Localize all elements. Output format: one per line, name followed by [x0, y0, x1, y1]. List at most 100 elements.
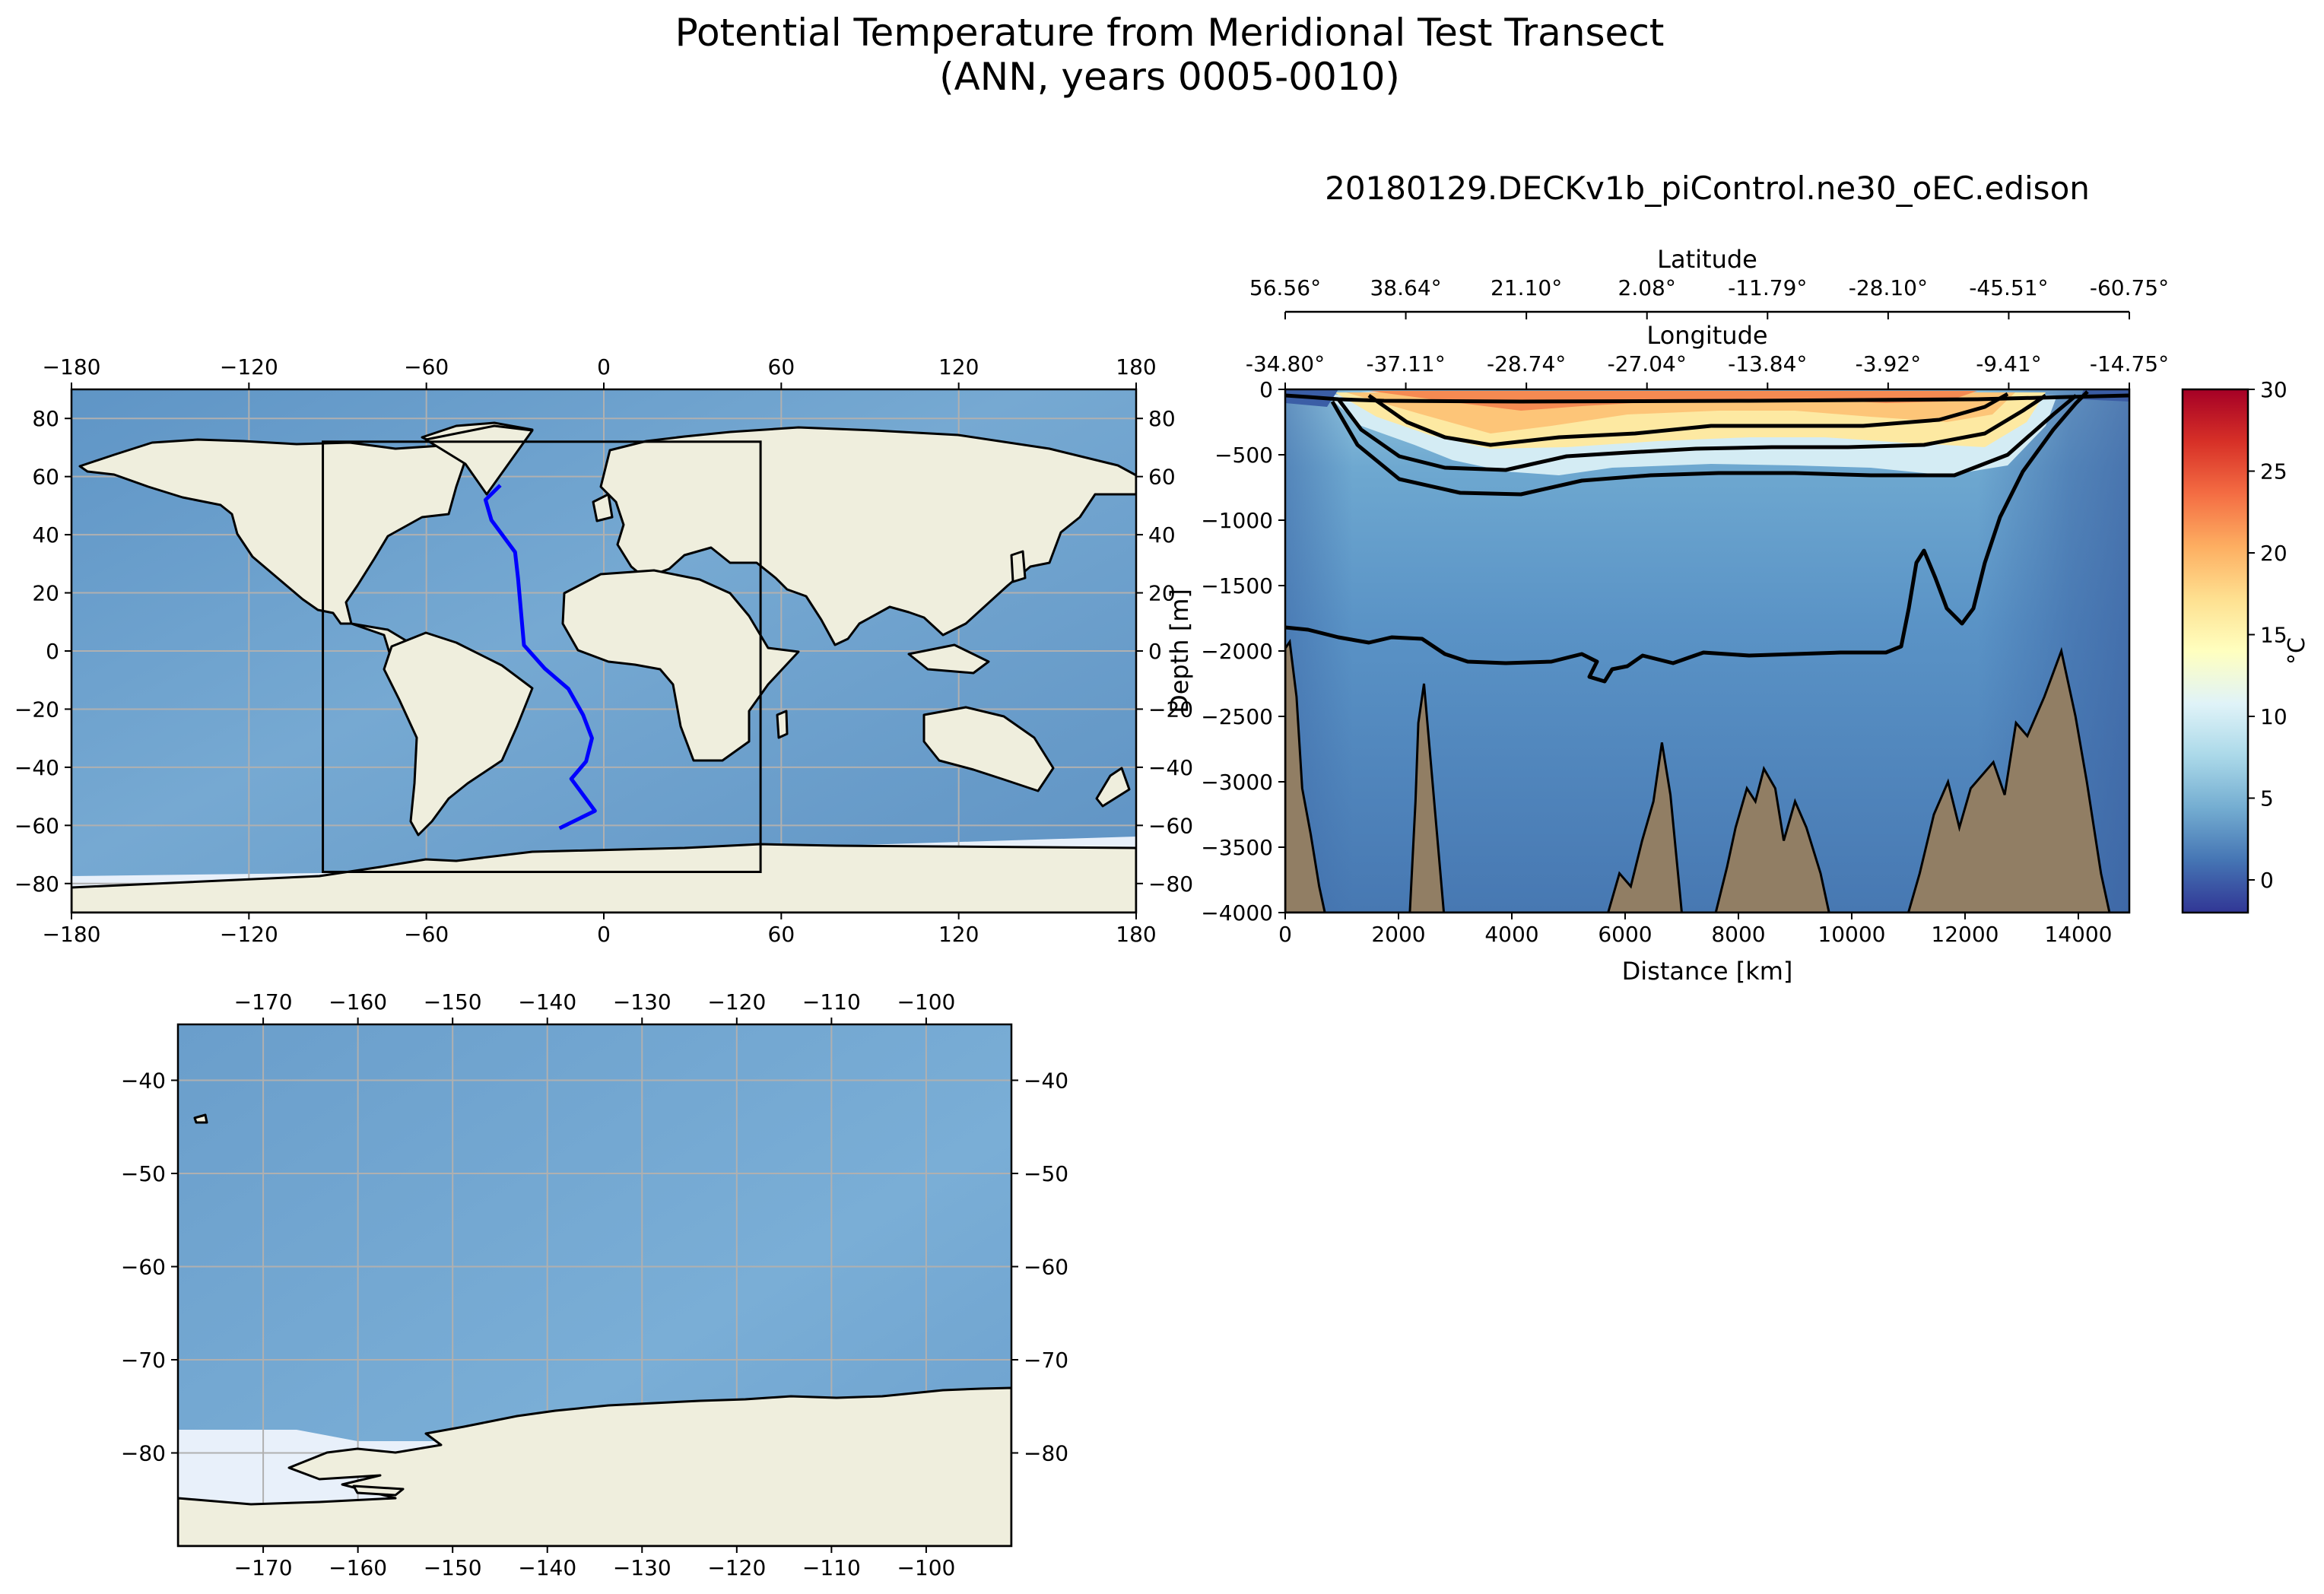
longitude-tick-label: -27.04° [1608, 351, 1687, 376]
x-tick-label-bottom: 120 [938, 922, 979, 947]
x-tick-label-top: −60 [404, 354, 449, 379]
section-y-tick-label: −4000 [1201, 900, 1273, 926]
regional-map-ticks: −170 −170 −160 −160 −150 −150 −140 −140 −130 −130… [121, 989, 1068, 1580]
x-tick-label-top: −180 [43, 354, 101, 379]
australia [922, 706, 1055, 792]
section-x-tick-label: 12000 [1931, 922, 1999, 947]
section-x-tick-label: 6000 [1598, 922, 1652, 947]
y-tick-label-left: 40 [32, 522, 59, 548]
y-tick-label-right: −20 [1148, 697, 1193, 722]
colorbar-tick-label: 0 [2260, 868, 2274, 893]
latitude-tick-label: 2.08° [1618, 275, 1676, 300]
x-tick-label-bottom: −140 [518, 1555, 576, 1580]
colorbar-gradient [2181, 388, 2249, 914]
latitude-tick-label: -28.10° [1849, 275, 1928, 300]
figure-title-line1: Potential Temperature from Meridional Te… [675, 11, 1665, 55]
y-tick-label-left: 20 [32, 581, 59, 606]
x-tick-label-top: −150 [424, 989, 482, 1015]
y-tick-label-right: 40 [1148, 522, 1176, 548]
africa [561, 569, 800, 762]
x-tick-label-bottom: −130 [613, 1555, 671, 1580]
colorbar-tick-label: 15 [2260, 623, 2287, 648]
regional-map: −170 −170 −160 −160 −150 −150 −140 −140 −130 −130… [121, 989, 1068, 1580]
greenland [424, 424, 534, 496]
x-tick-label-top: −130 [613, 989, 671, 1015]
regional-map-frame [176, 1023, 1013, 1548]
y-tick-label-left: −40 [121, 1068, 166, 1094]
x-tick-label-top: −110 [802, 989, 861, 1015]
madagascar [776, 710, 789, 739]
y-tick-label-left: −60 [14, 813, 59, 838]
section-y-tick-label: −1500 [1201, 573, 1273, 599]
longitude-tick-label: -3.92° [1856, 351, 1921, 376]
longitude-tick-label: -14.75° [2090, 351, 2169, 376]
x-tick-label-bottom: −120 [707, 1555, 766, 1580]
x-tick-label-top: −160 [329, 989, 387, 1015]
section-title: 20180129.DECKv1b_piControl.ne30_oEC.edis… [1325, 170, 2090, 207]
japan [1010, 550, 1027, 583]
x-tick-label-top: 0 [597, 354, 611, 379]
y-tick-label-right: −70 [1024, 1348, 1068, 1373]
y-tick-label-left: 80 [32, 406, 59, 431]
global-land [71, 421, 1136, 913]
section-y-tick-label: 0 [1259, 377, 1273, 402]
global-map-ticks: −180 −180 −120 −120 −60 −60 0 0 60 60 120 120 180 180… [14, 354, 1193, 947]
colorbar-tick-label: 5 [2260, 786, 2274, 811]
x-tick-label-top: −120 [707, 989, 766, 1015]
section-ylabel: Depth [m] [1165, 589, 1194, 713]
latitude-tick-label: -11.79° [1728, 275, 1807, 300]
global-map: −180 −180 −120 −120 −60 −60 0 0 60 60 120 120 180 180… [14, 354, 1193, 947]
bathymetry [1285, 638, 2129, 913]
temperature-colorbar: 30 25 20 15 10 5 0 °C [2181, 377, 2310, 914]
y-tick-label-right: −50 [1024, 1161, 1068, 1186]
latitude-tick-label: -60.75° [2090, 275, 2169, 300]
y-tick-label-left: −80 [121, 1441, 166, 1466]
y-tick-label-left: −20 [14, 697, 59, 722]
y-tick-label-right: −80 [1024, 1441, 1068, 1466]
figure-title-line2: (ANN, years 0005-0010) [939, 55, 1400, 99]
isotherm-15c [1337, 393, 2047, 472]
colorbar-label: °C [2284, 637, 2310, 665]
section-ticks: 0 2000 4000 6000 8000 10000 12000 14000 0 −500 −10… [1201, 377, 2112, 947]
section-y-tick-label: −500 [1214, 443, 1273, 468]
latitude-axis-label: Latitude [1657, 245, 1757, 274]
longitude-axis-label: Longitude [1646, 321, 1767, 350]
x-tick-label-bottom: 60 [768, 922, 795, 947]
indonesia [907, 643, 990, 675]
colorbar-tick-label: 25 [2260, 459, 2287, 484]
section-xlabel: Distance [km] [1622, 957, 1793, 986]
x-tick-label-bottom: −60 [404, 922, 449, 947]
x-tick-label-bottom: −170 [234, 1555, 293, 1580]
longitude-tick-label: -37.11° [1366, 351, 1445, 376]
y-tick-label-right: −60 [1148, 813, 1193, 838]
latitude-tick-label: 21.10° [1491, 275, 1562, 300]
colorbar-ticks: 30 25 20 15 10 5 0 [2248, 377, 2287, 893]
small-island [193, 1113, 208, 1124]
isotherm-10c [1330, 394, 2078, 497]
section-y-tick-label: −3000 [1201, 770, 1273, 795]
y-tick-label-left: 0 [46, 639, 59, 664]
x-tick-label-top: 60 [768, 354, 795, 379]
longitude-tick-label: -34.80° [1246, 351, 1325, 376]
regional-land [178, 1113, 1011, 1546]
ice-shelf-island [352, 1484, 405, 1497]
north-america [78, 438, 469, 625]
x-tick-label-top: 120 [938, 354, 979, 379]
longitude-tick-label: -9.41° [1976, 351, 2041, 376]
section-y-tick-label: −3500 [1201, 835, 1273, 860]
y-tick-label-right: 20 [1148, 581, 1176, 606]
british-isles [592, 493, 614, 522]
x-tick-label-top: −140 [518, 989, 576, 1015]
latitude-tick-label: 38.64° [1370, 275, 1441, 300]
x-tick-label-top: −170 [234, 989, 293, 1015]
x-tick-label-top: −120 [220, 354, 278, 379]
y-tick-label-left: −50 [121, 1161, 166, 1186]
y-tick-label-left: −40 [14, 755, 59, 780]
y-tick-label-left: −60 [121, 1255, 166, 1280]
y-tick-label-right: −40 [1148, 755, 1193, 780]
south-america [383, 631, 534, 837]
latitude-tick-label: -45.51° [1969, 275, 2048, 300]
x-tick-label-bottom: −100 [897, 1555, 955, 1580]
region-box [322, 440, 762, 873]
